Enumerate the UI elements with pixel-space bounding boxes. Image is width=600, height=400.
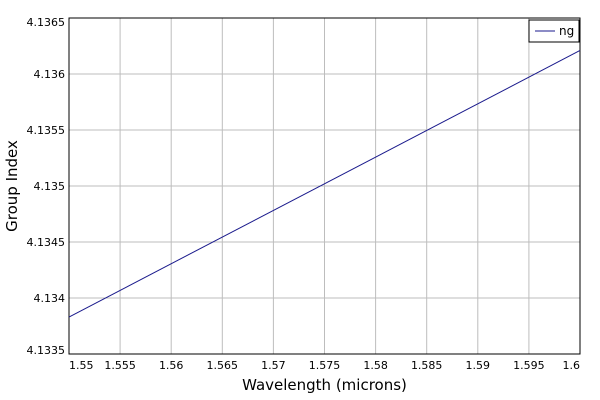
series-layer	[68, 50, 581, 318]
x-tick-label: 1.56	[159, 359, 184, 372]
legend: ng	[528, 19, 580, 43]
y-tick-label: 4.1355	[27, 124, 66, 137]
x-tick-label: 1.57	[261, 359, 286, 372]
x-tick-label: 1.575	[309, 359, 341, 372]
x-tick-label: 1.565	[207, 359, 239, 372]
x-tick-label: 1.59	[466, 359, 491, 372]
x-tick-label: 1.595	[513, 359, 545, 372]
x-tick-labels: 1.55 1.555 1.56 1.565 1.57 1.575 1.58 1.585 1.59…	[69, 359, 580, 372]
y-axis-title: Group Index	[3, 140, 21, 232]
y-tick-label: 4.136	[34, 68, 66, 81]
y-tick-label: 4.134	[34, 292, 66, 305]
y-tick-label: 4.1345	[27, 236, 66, 249]
x-tick-label: 1.58	[363, 359, 388, 372]
x-tick-label: 1.555	[104, 359, 136, 372]
y-tick-label: 4.1365	[27, 16, 66, 29]
legend-label-ng: ng	[559, 24, 574, 38]
x-axis-title: Wavelength (microns)	[242, 376, 407, 394]
plot-frame	[68, 17, 581, 355]
x-tick-label: 1.55	[69, 359, 94, 372]
series-line-ng	[68, 50, 581, 318]
y-tick-labels: 4.1335 4.134 4.1345 4.135 4.1355 4.136 4.1365	[27, 16, 66, 357]
y-tick-label: 4.135	[34, 180, 66, 193]
x-tick-label: 1.6	[563, 359, 581, 372]
x-tick-label: 1.585	[411, 359, 443, 372]
y-tick-label: 4.1335	[27, 344, 66, 357]
